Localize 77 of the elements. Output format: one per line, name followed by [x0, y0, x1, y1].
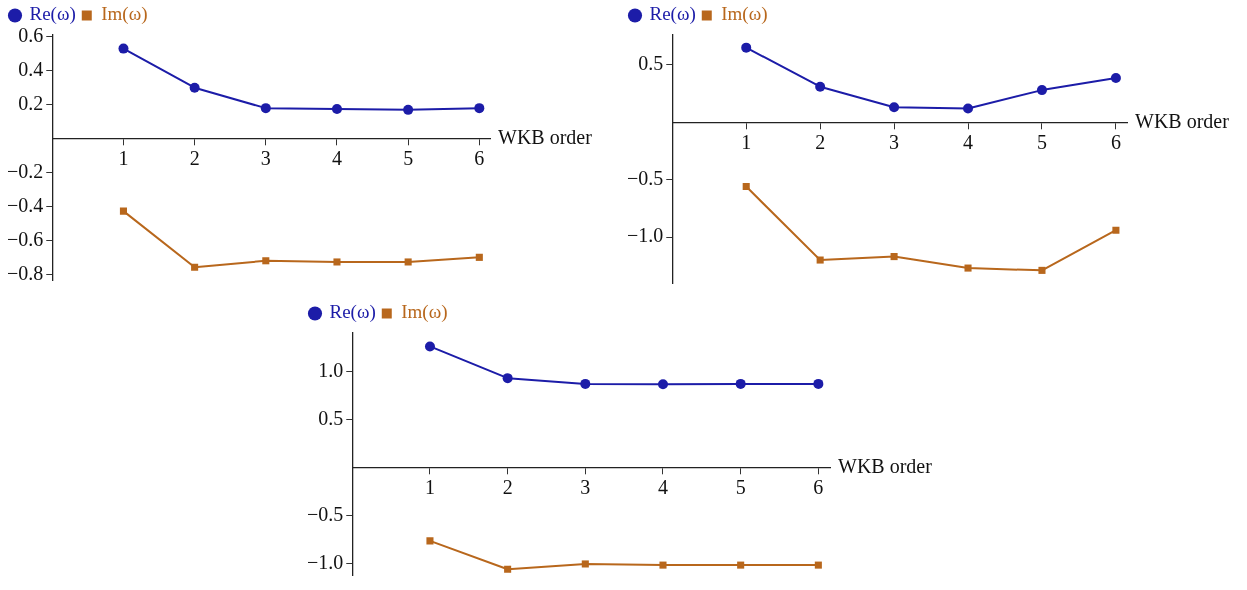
- point: [118, 43, 129, 54]
- point: [580, 378, 591, 389]
- point: [260, 103, 271, 114]
- point: [1110, 73, 1121, 84]
- x-tick-label: 4: [331, 147, 342, 170]
- y-tick-label: −1.0: [307, 550, 344, 573]
- point: [659, 561, 667, 569]
- point: [742, 183, 750, 191]
- x-tick-label: 3: [889, 130, 900, 153]
- y-tick-label: −0.4: [7, 194, 44, 217]
- x-tick-label: 2: [502, 475, 513, 498]
- legend-label: Re(ω): [649, 3, 696, 26]
- x-tick-label: 2: [189, 147, 200, 170]
- point: [475, 253, 483, 261]
- point: [815, 81, 826, 92]
- legend-label: Im(ω): [101, 3, 148, 26]
- point: [119, 207, 127, 215]
- point: [191, 263, 199, 271]
- point: [424, 341, 435, 352]
- point: [889, 102, 900, 113]
- y-tick-label: −1.0: [627, 224, 664, 247]
- x-tick-label: 3: [580, 475, 591, 498]
- x-axis-title: WKB order: [498, 126, 593, 149]
- point: [189, 82, 200, 93]
- point: [404, 258, 412, 266]
- point: [964, 264, 972, 272]
- point: [474, 103, 485, 114]
- point: [741, 42, 752, 53]
- point: [963, 103, 974, 114]
- point: [403, 104, 414, 115]
- legend-label: Im(ω): [401, 301, 448, 324]
- x-tick-label: 1: [741, 130, 752, 153]
- y-tick-label: 0.6: [18, 23, 44, 46]
- y-tick-label: 0.5: [638, 52, 664, 75]
- point: [502, 373, 513, 384]
- point: [816, 256, 824, 264]
- x-tick-label: 6: [474, 147, 485, 170]
- y-tick-label: 1.0: [318, 358, 344, 381]
- x-tick-label: 4: [963, 130, 974, 153]
- x-tick-label: 1: [424, 475, 435, 498]
- x-tick-label: 6: [1110, 130, 1121, 153]
- y-tick-label: 0.4: [18, 57, 44, 80]
- legend-label: Re(ω): [329, 301, 376, 324]
- y-tick-label: −0.6: [7, 228, 44, 251]
- point: [331, 104, 342, 115]
- y-tick-label: −0.8: [7, 262, 44, 285]
- y-tick-label: −0.5: [307, 502, 344, 525]
- point: [262, 257, 270, 265]
- x-tick-label: 3: [260, 147, 271, 170]
- x-tick-label: 5: [403, 147, 414, 170]
- point: [890, 253, 898, 261]
- point: [1038, 266, 1046, 274]
- y-tick-label: −0.5: [627, 166, 664, 189]
- x-tick-label: 5: [1036, 130, 1047, 153]
- y-tick-label: 0.5: [318, 406, 344, 429]
- point: [657, 379, 668, 390]
- point: [814, 561, 822, 569]
- point: [1112, 226, 1120, 234]
- x-axis-title: WKB order: [838, 454, 933, 477]
- x-tick-label: 6: [813, 475, 824, 498]
- point: [333, 258, 341, 266]
- x-tick-label: 2: [815, 130, 826, 153]
- x-axis-title: WKB order: [1135, 109, 1230, 132]
- point: [737, 561, 745, 569]
- legend-label: Im(ω): [721, 3, 768, 26]
- point: [735, 378, 746, 389]
- y-tick-label: −0.2: [7, 160, 44, 183]
- x-tick-label: 4: [657, 475, 668, 498]
- point: [581, 560, 589, 568]
- legend-label: Re(ω): [29, 3, 76, 26]
- point: [813, 378, 824, 389]
- point: [1036, 85, 1047, 96]
- x-tick-label: 1: [118, 147, 129, 170]
- point: [504, 565, 512, 573]
- y-tick-label: 0.2: [18, 92, 44, 115]
- x-tick-label: 5: [735, 475, 746, 498]
- point: [426, 537, 434, 545]
